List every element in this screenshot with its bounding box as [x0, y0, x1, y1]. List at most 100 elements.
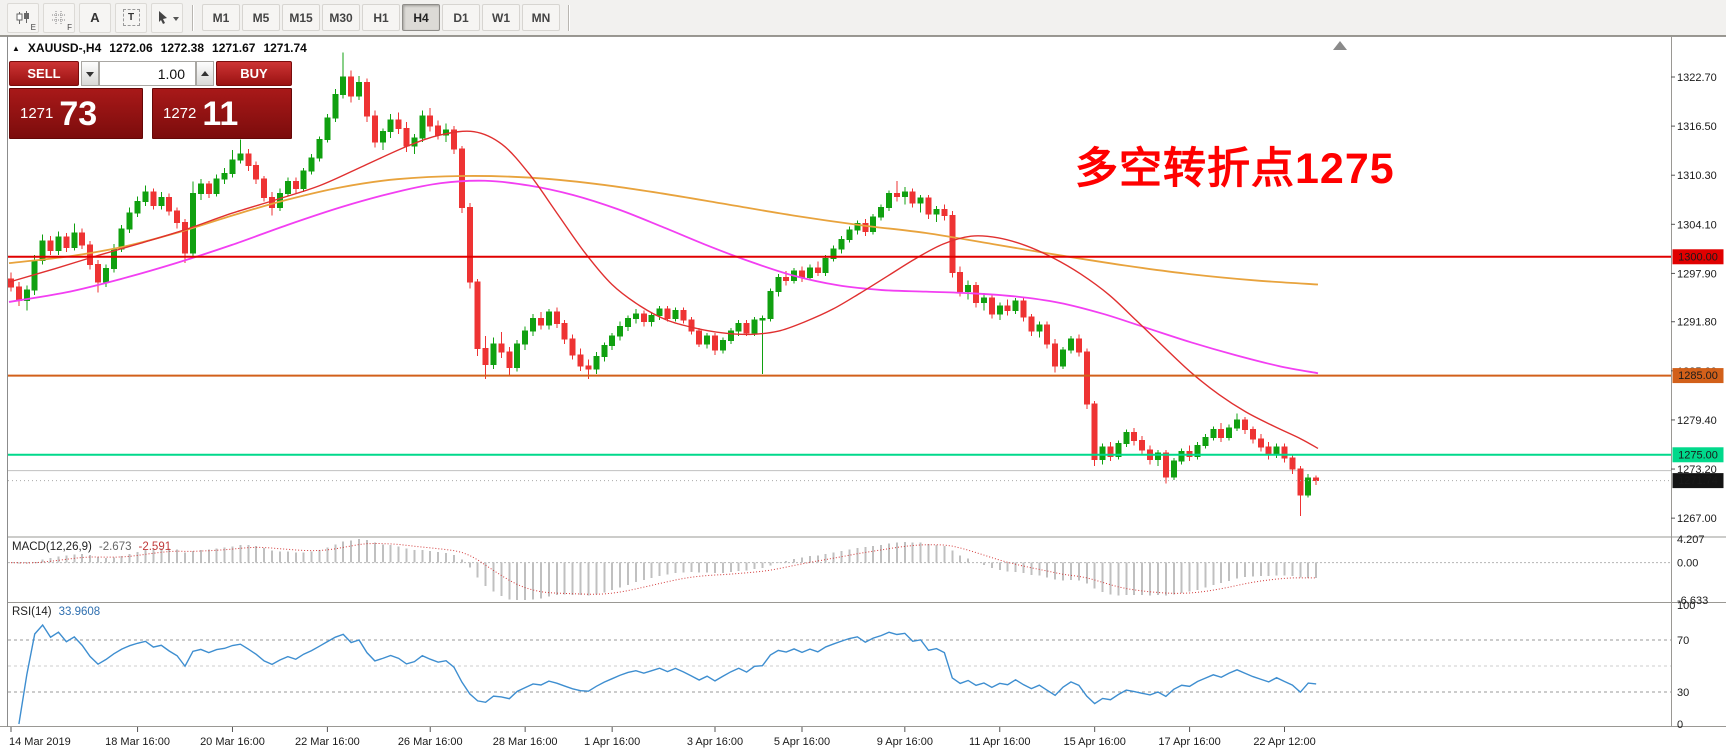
macd-axis-label: -6.633 — [1677, 595, 1708, 607]
timeframe-button-MN[interactable]: MN — [522, 4, 560, 31]
buy-price-main: 1272 — [163, 105, 197, 122]
macd-signal-value: -2.591 — [138, 541, 172, 553]
time-axis-label: 5 Apr 16:00 — [774, 736, 830, 748]
toolbar-separator — [568, 4, 570, 31]
toolbar-separator — [192, 4, 194, 31]
chart-shift-marker-icon[interactable] — [1333, 41, 1347, 50]
sell-price-tile[interactable]: 1271 73 — [9, 88, 143, 139]
price-axis-label: 1279.40 — [1677, 415, 1717, 427]
sell-price-main: 1271 — [20, 105, 54, 122]
time-axis-label: 1 Apr 16:00 — [584, 736, 640, 748]
triangle-down-icon — [86, 71, 94, 81]
text-annotation-tool-button[interactable]: A — [79, 2, 111, 33]
timeframe-button-M5[interactable]: M5 — [242, 4, 280, 31]
triangle-up-icon — [201, 67, 209, 76]
time-axis-label: 22 Mar 16:00 — [295, 736, 360, 748]
pane-borders — [0, 36, 1726, 727]
macd-indicator-header: MACD(12,26,9) -2.673 -2.591 — [12, 541, 171, 553]
price-axis-label: 1310.30 — [1677, 170, 1717, 182]
svg-text:1300.00: 1300.00 — [1678, 251, 1718, 263]
timeframe-toolbar: M1 M5 M15 M30 H1 H4 D1 W1 MN — [201, 4, 561, 31]
time-axis-label: 20 Mar 16:00 — [200, 736, 265, 748]
tool-subscript-label: E — [30, 22, 36, 32]
buy-button[interactable]: BUY — [216, 61, 292, 86]
timeframe-button-M15[interactable]: M15 — [282, 4, 320, 31]
text-annotation-icon: A — [90, 10, 100, 25]
price-axis-label: 1322.70 — [1677, 72, 1717, 84]
timeframe-button-M30[interactable]: M30 — [322, 4, 360, 31]
price-axis-label: 1297.90 — [1677, 268, 1717, 280]
price-tag-1300: 1300.00 — [1672, 249, 1724, 265]
rsi-axis-label: 0 — [1677, 719, 1683, 731]
ohlc-low: 1271.67 — [212, 41, 256, 55]
buy-price-pips: 11 — [202, 94, 239, 133]
symbol-marker-icon: ▲ — [12, 43, 20, 53]
timeframe-button-H1[interactable]: H1 — [362, 4, 400, 31]
time-axis-label: 17 Apr 16:00 — [1158, 736, 1220, 748]
time-axis-label: 18 Mar 16:00 — [105, 736, 170, 748]
svg-text:1271.74: 1271.74 — [1678, 475, 1718, 487]
ohlc-high: 1272.38 — [160, 41, 205, 55]
current-price-tag: 1271.74 — [1672, 473, 1724, 489]
price-axis-label: 1267.00 — [1677, 513, 1717, 525]
volume-increase-button[interactable] — [196, 61, 214, 86]
rsi-name: RSI(14) — [12, 606, 52, 618]
symbol-ohlc-header: ▲ XAUUSD-,H4 1272.06 1272.38 1271.67 127… — [12, 41, 307, 55]
macd-signal-line — [10, 542, 1317, 595]
grid-tool-button[interactable]: F — [43, 2, 75, 33]
ma-mid-magenta — [8, 179, 1319, 375]
candlestick-chart-icon — [16, 10, 29, 24]
rsi-value: 33.9608 — [58, 606, 101, 618]
tool-subscript-label: F — [67, 22, 72, 32]
time-axis-label: 15 Apr 16:00 — [1063, 736, 1125, 748]
macd-histogram — [17, 539, 1318, 600]
text-label-icon: T — [122, 9, 140, 26]
timeframe-button-M1[interactable]: M1 — [202, 4, 240, 31]
ohlc-open: 1272.06 — [109, 41, 153, 55]
rsi-indicator-header: RSI(14) 33.9608 — [12, 606, 100, 618]
sell-button[interactable]: SELL — [9, 61, 79, 86]
text-label-tool-button[interactable]: T — [115, 2, 147, 33]
chart-text-annotation: 多空转折点1275 — [1075, 145, 1395, 193]
time-axis-label: 28 Mar 16:00 — [493, 736, 558, 748]
price-axis-label: 1316.50 — [1677, 121, 1717, 133]
price-tag-1285: 1285.00 — [1672, 368, 1724, 384]
timeframe-button-W1[interactable]: W1 — [482, 4, 520, 31]
chart-window-tool-button[interactable]: E — [7, 2, 39, 33]
rsi-axis-label: 100 — [1677, 600, 1695, 612]
rsi-axis-label: 70 — [1677, 635, 1689, 647]
ma-slow-orange — [8, 175, 1319, 286]
macd-axis-label: 4.207 — [1677, 534, 1705, 546]
buy-price-tile[interactable]: 1272 11 — [152, 88, 292, 139]
rsi-axis-label: 30 — [1677, 687, 1689, 699]
cursor-arrow-icon — [158, 10, 167, 24]
sell-price-pips: 73 — [59, 94, 98, 133]
svg-text:1275.00: 1275.00 — [1678, 449, 1718, 461]
toolbar: E F A T M1 M5 M15 M30 H1 H4 D1 W1 MN — [0, 0, 1726, 36]
ma-fast-red — [8, 130, 1319, 450]
price-axis-label: 1304.10 — [1677, 219, 1717, 231]
time-axis[interactable]: 14 Mar 2019 18 Mar 16:00 20 Mar 16:00 22 Ma… — [9, 727, 1316, 748]
volume-decrease-button[interactable] — [81, 61, 99, 86]
time-axis-label: 22 Apr 12:00 — [1253, 736, 1315, 748]
grid-icon — [52, 10, 66, 25]
cursor-tool-button[interactable] — [151, 2, 183, 33]
rsi-line — [18, 623, 1317, 725]
candles-layer — [8, 52, 1320, 516]
timeframe-button-D1[interactable]: D1 — [442, 4, 480, 31]
volume-input[interactable]: 1.00 — [99, 61, 196, 86]
macd-main-value: -2.673 — [98, 541, 132, 553]
time-axis-label: 26 Mar 16:00 — [398, 736, 463, 748]
time-axis-label: 3 Apr 16:00 — [687, 736, 743, 748]
ohlc-close: 1271.74 — [263, 41, 307, 55]
macd-name: MACD(12,26,9) — [12, 541, 92, 553]
svg-text:1285.00: 1285.00 — [1678, 370, 1718, 382]
macd-axis-label: 0.00 — [1677, 558, 1698, 570]
price-axis-label: 1291.80 — [1677, 317, 1717, 329]
price-axis-label: 1273.20 — [1677, 464, 1717, 476]
time-axis-label: 11 Apr 16:00 — [969, 736, 1031, 748]
timeframe-button-H4[interactable]: H4 — [402, 4, 440, 31]
chevron-down-icon — [172, 16, 179, 24]
